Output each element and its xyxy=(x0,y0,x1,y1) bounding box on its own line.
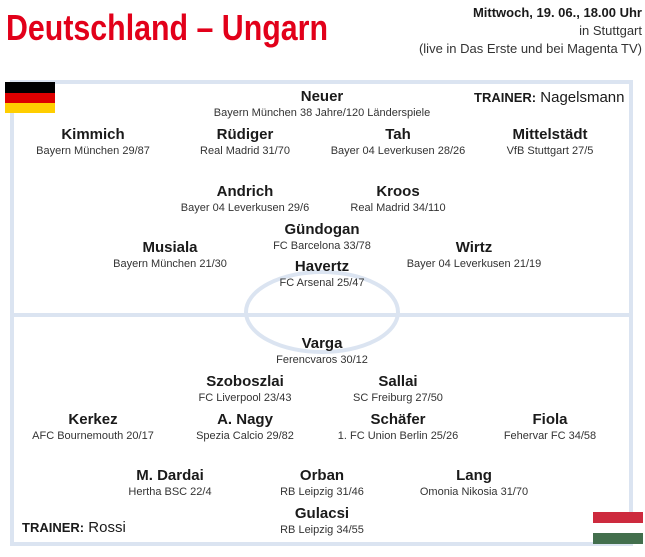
player-club: RB Leipzig 31/46 xyxy=(280,486,364,498)
trainer-label: TRAINER: xyxy=(474,90,536,105)
player-club: RB Leipzig 34/55 xyxy=(280,524,364,536)
player-club: Fehervar FC 34/58 xyxy=(504,430,596,442)
player-club: 1. FC Union Berlin 25/26 xyxy=(338,430,458,442)
player-club: Bayer 04 Leverkusen 28/26 xyxy=(331,145,466,157)
player-name: Kroos xyxy=(376,183,419,200)
player-name: Havertz xyxy=(295,258,349,275)
player-club: FC Liverpool 23/43 xyxy=(199,392,292,404)
player-name: Kimmich xyxy=(61,126,124,143)
match-date: Mittwoch, 19. 06., 18.00 Uhr xyxy=(473,5,642,20)
player-name: Rüdiger xyxy=(217,126,274,143)
trainer-label: TRAINER: xyxy=(22,520,84,535)
player-name: Schäfer xyxy=(370,411,425,428)
player-name: Neuer xyxy=(301,88,344,105)
player-name: Tah xyxy=(385,126,411,143)
player-name: Varga xyxy=(302,335,344,352)
player-club: Spezia Calcio 29/82 xyxy=(196,430,294,442)
trainer-hungary: TRAINER: Rossi xyxy=(22,519,126,536)
player-club: Bayern München 21/30 xyxy=(113,258,227,270)
player-club: Bayer 04 Leverkusen 21/19 xyxy=(407,258,542,270)
trainer-name: Rossi xyxy=(88,519,126,536)
player-club: Bayern München 29/87 xyxy=(36,145,150,157)
player-name: Kerkez xyxy=(68,411,117,428)
venue: in Stuttgart xyxy=(579,23,642,38)
player-club: SC Freiburg 27/50 xyxy=(353,392,443,404)
player-club: FC Arsenal 25/47 xyxy=(280,277,365,289)
player-club: Ferencvaros 30/12 xyxy=(276,354,368,366)
player-club: Real Madrid 31/70 xyxy=(200,145,290,157)
player-name: M. Dardai xyxy=(136,467,204,484)
player-name: Gündogan xyxy=(285,221,360,238)
player-name: Fiola xyxy=(532,411,568,428)
player-name: Lang xyxy=(456,467,492,484)
player-name: Mittelstädt xyxy=(513,126,588,143)
broadcast: (live in Das Erste und bei Magenta TV) xyxy=(419,41,642,56)
player-name: Andrich xyxy=(217,183,274,200)
trainer-germany: TRAINER: Nagelsmann xyxy=(474,89,625,106)
player-club: Real Madrid 34/110 xyxy=(350,202,445,214)
player-name: Musiala xyxy=(142,239,198,256)
player-club: AFC Bournemouth 20/17 xyxy=(32,430,154,442)
player-name: Szoboszlai xyxy=(206,373,284,390)
player-club: Hertha BSC 22/4 xyxy=(128,486,211,498)
player-club: VfB Stuttgart 27/5 xyxy=(507,145,594,157)
flag-germany xyxy=(5,82,55,113)
title: Deutschland – Ungarn xyxy=(6,7,328,48)
flag-hungary xyxy=(593,512,643,544)
player-name: Wirtz xyxy=(456,239,493,256)
player-name: Sallai xyxy=(378,373,417,390)
trainer-name: Nagelsmann xyxy=(540,89,624,106)
player-name: A. Nagy xyxy=(217,411,274,428)
player-club: Bayer 04 Leverkusen 29/6 xyxy=(181,202,309,214)
player-club: FC Barcelona 33/78 xyxy=(273,240,371,252)
player-club: Bayern München 38 Jahre/120 Länderspiele xyxy=(214,107,430,119)
player-name: Gulacsi xyxy=(295,505,349,522)
player-name: Orban xyxy=(300,467,344,484)
player-club: Omonia Nikosia 31/70 xyxy=(420,486,528,498)
pitch xyxy=(10,80,633,546)
